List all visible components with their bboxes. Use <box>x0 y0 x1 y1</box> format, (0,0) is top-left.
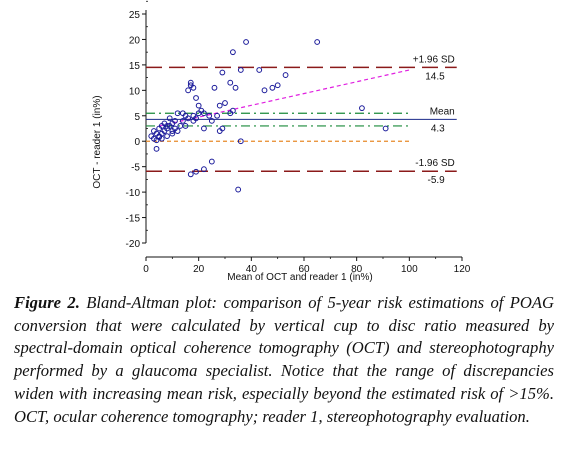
data-point <box>237 67 244 73</box>
y-tick-label: -10 <box>126 188 141 199</box>
data-point <box>201 110 207 117</box>
data-point <box>211 84 218 91</box>
y-tick-label: -20 <box>126 239 141 250</box>
data-point <box>193 115 199 122</box>
data-point <box>237 138 244 145</box>
reference-line-name: Mean <box>430 106 455 117</box>
data-point <box>169 130 176 137</box>
y-axis-label: OCT - reader 1 (in%) <box>92 95 103 188</box>
data-point <box>172 117 178 124</box>
y-tick-label: 5 <box>134 112 140 123</box>
y-tick-label: 15 <box>129 61 141 72</box>
data-point <box>153 145 160 152</box>
data-point <box>261 87 268 94</box>
figure-label: Figure 2. <box>14 293 80 312</box>
data-point <box>208 158 215 165</box>
data-point <box>166 115 173 122</box>
data-point <box>382 125 389 132</box>
data-point <box>232 84 239 91</box>
x-tick-label: 0 <box>143 264 149 275</box>
x-tick-label: 80 <box>351 264 363 275</box>
data-point <box>230 49 236 56</box>
data-point <box>193 168 199 175</box>
axes: -20 -15 -10 -5 0 5 10 15 20 25 0 20 40 60 80 100 120 <box>126 0 471 275</box>
data-point <box>201 125 207 132</box>
data-point <box>195 102 202 109</box>
data-point <box>219 125 226 132</box>
regression-line <box>159 69 410 127</box>
data-point <box>201 166 207 173</box>
x-tick-label: 20 <box>193 264 205 275</box>
data-point <box>282 72 289 78</box>
data-point <box>269 84 276 91</box>
data-point <box>274 82 281 89</box>
bland-altman-chart: -20 -15 -10 -5 0 5 10 15 20 25 0 20 40 60 80 100 120 +1.… <box>92 0 471 283</box>
data-point <box>314 39 321 45</box>
data-point <box>219 69 226 76</box>
reference-lines <box>146 66 457 172</box>
data-point <box>187 171 194 178</box>
data-point <box>190 84 197 91</box>
data-point <box>206 112 213 119</box>
data-point <box>243 39 249 45</box>
y-tick-label: -5 <box>131 163 140 174</box>
y-tick-label: 25 <box>129 10 141 21</box>
figure-caption: Figure 2. Bland-Altman plot: comparison … <box>14 292 554 428</box>
data-point <box>187 79 194 86</box>
data-point <box>208 117 215 124</box>
data-point <box>359 105 365 112</box>
x-tick-label: 100 <box>401 264 418 275</box>
data-point <box>185 115 192 122</box>
data-point <box>182 123 189 129</box>
y-tick-label: 0 <box>134 137 140 148</box>
data-point <box>222 100 228 106</box>
data-point <box>193 95 199 101</box>
caption-text: Bland-Altman plot: comparison of 5-year … <box>14 293 554 426</box>
data-point <box>214 112 221 119</box>
x-tick-label: 40 <box>246 264 258 275</box>
x-axis-label: Mean of OCT and reader 1 (in%) <box>227 272 372 283</box>
reference-line-value: -5.9 <box>427 175 445 186</box>
y-tick-label: -15 <box>126 214 141 225</box>
data-points <box>148 39 389 193</box>
reference-line-value: 4.3 <box>431 123 445 134</box>
x-tick-label: 60 <box>298 264 310 275</box>
data-point <box>256 67 263 73</box>
data-point <box>158 135 165 142</box>
x-tick-label: 120 <box>454 264 471 275</box>
y-tick-label: 20 <box>129 35 141 46</box>
line-labels: +1.96 SD 14.5 Mean 4.3 -1.96 SD -5.9 <box>413 54 455 186</box>
data-point <box>174 128 181 134</box>
data-point <box>185 87 192 94</box>
data-point <box>230 107 236 114</box>
data-point <box>164 123 170 129</box>
data-point <box>235 186 242 193</box>
data-point <box>227 79 234 86</box>
data-point <box>179 117 186 124</box>
y-tick-label: 10 <box>129 86 141 97</box>
data-point <box>164 133 170 140</box>
data-point <box>216 102 223 109</box>
reference-line-value: 14.5 <box>425 71 445 82</box>
reference-line-name: +1.96 SD <box>413 54 455 65</box>
reference-line-name: -1.96 SD <box>415 158 454 169</box>
